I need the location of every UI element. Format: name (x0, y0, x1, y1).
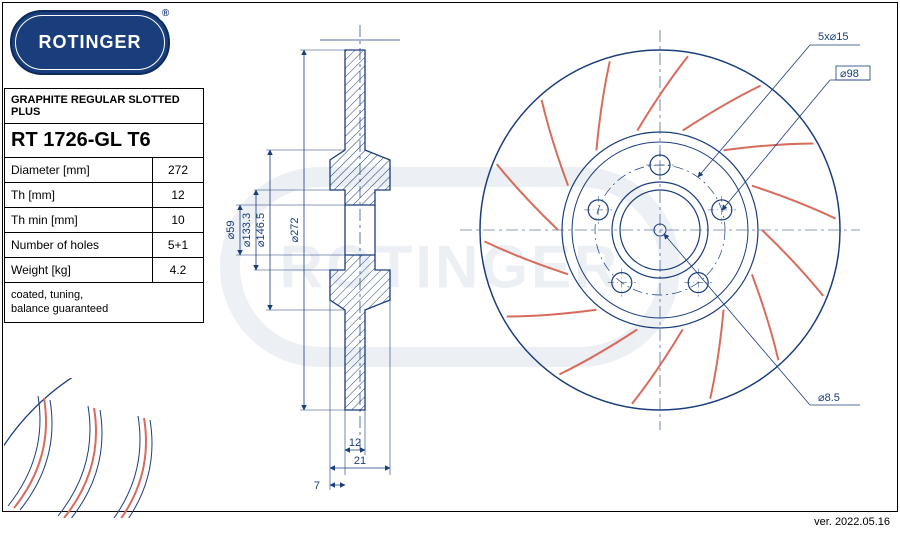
svg-text:⌀133.3: ⌀133.3 (241, 213, 253, 247)
slot-pattern-graphic (4, 378, 164, 518)
svg-text:21: 21 (354, 455, 366, 467)
table-row: Th [mm] 12 (5, 183, 203, 208)
spec-value: 4.2 (153, 258, 203, 282)
spec-label: Number of holes (5, 233, 153, 257)
svg-text:7: 7 (314, 480, 320, 492)
technical-drawing: ⌀272 ⌀146.5 ⌀59 ⌀133.3 12 21 7 (220, 10, 890, 510)
registered-mark: ® (158, 6, 174, 22)
spec-value: 5+1 (153, 233, 203, 257)
spec-label: Th [mm] (5, 183, 153, 207)
brand-logo: ROTINGER ® (10, 10, 170, 75)
part-number: RT 1726-GL T6 (5, 124, 157, 157)
spec-label: Weight [kg] (5, 258, 153, 282)
spec-table: GRAPHITE REGULAR SLOTTED PLUS RT 1726-GL… (4, 88, 204, 323)
spec-label: Diameter [mm] (5, 158, 153, 182)
product-title: GRAPHITE REGULAR SLOTTED PLUS (5, 89, 203, 123)
version-label: ver. 2022.05.16 (814, 516, 890, 528)
spec-value: 272 (153, 158, 203, 182)
svg-text:⌀59: ⌀59 (225, 221, 237, 240)
spec-note: coated, tuning, balance guaranteed (5, 283, 114, 322)
table-row: Th min [mm] 10 (5, 208, 203, 233)
table-row: Weight [kg] 4.2 (5, 258, 203, 283)
svg-text:⌀146.5: ⌀146.5 (255, 213, 267, 247)
spec-value: 12 (153, 183, 203, 207)
svg-text:⌀8.5: ⌀8.5 (818, 392, 840, 404)
front-view: 5x⌀15 ⌀98 ⌀8.5 (460, 30, 870, 430)
table-row: Diameter [mm] 272 (5, 158, 203, 183)
spec-value: 10 (153, 208, 203, 232)
svg-text:12: 12 (349, 437, 361, 449)
svg-text:⌀272: ⌀272 (289, 218, 301, 243)
svg-text:⌀98: ⌀98 (840, 68, 859, 80)
spec-label: Th min [mm] (5, 208, 153, 232)
side-view: ⌀272 ⌀146.5 ⌀59 ⌀133.3 12 21 7 (225, 25, 400, 492)
brand-name: ROTINGER (38, 32, 141, 53)
table-row: Number of holes 5+1 (5, 233, 203, 258)
svg-text:5x⌀15: 5x⌀15 (818, 31, 848, 43)
